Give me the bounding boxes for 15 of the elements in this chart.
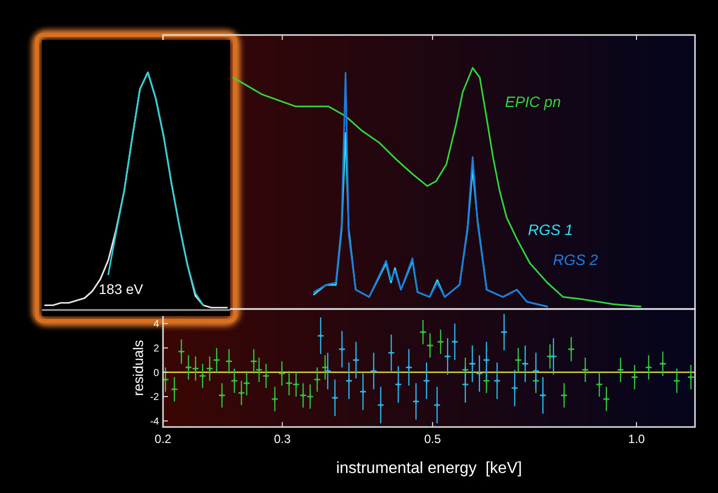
text: RGS 2 xyxy=(553,252,599,269)
y-axis-title: residuals xyxy=(130,340,146,396)
y-tick-label: -4 xyxy=(150,416,160,428)
y-tick-label: 0 xyxy=(153,368,160,379)
x-tick-label: 1.0 xyxy=(628,432,646,446)
x-axis-title: instrumental energy [keV] xyxy=(336,460,522,477)
x-tick-label: 0.5 xyxy=(424,432,442,446)
text: RGS 1 xyxy=(528,222,574,239)
series-label: EPIC pn xyxy=(505,94,561,111)
x-tick-label: 0.3 xyxy=(274,432,291,446)
y-tick-label: -2 xyxy=(150,392,160,404)
y-tick-label: 2 xyxy=(153,343,160,354)
annotation: 183 eV xyxy=(98,281,144,297)
x-tick-label: 0.2 xyxy=(154,432,172,446)
y-tick-label: 4 xyxy=(153,319,160,330)
